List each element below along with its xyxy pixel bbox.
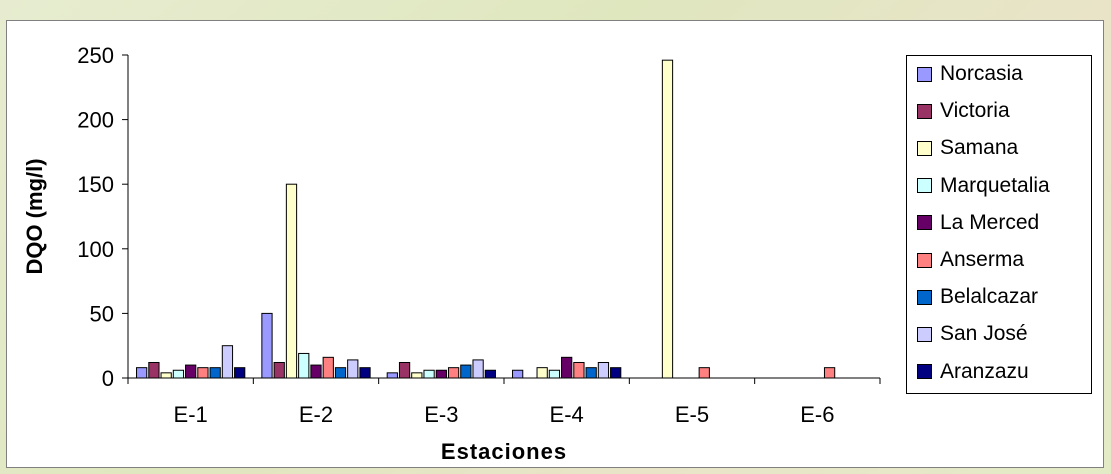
x-axis-title: Estaciones	[441, 439, 567, 464]
bar	[698, 367, 710, 379]
bar	[197, 367, 209, 379]
legend-label: Belalcazar	[940, 285, 1039, 309]
bar	[411, 372, 423, 379]
bar	[573, 361, 585, 379]
bar	[347, 359, 359, 379]
legend-label: Samana	[940, 136, 1019, 160]
bar	[460, 364, 472, 379]
bar	[823, 367, 836, 379]
legend-swatch	[917, 66, 932, 82]
legend-label: Aranzazu	[940, 359, 1029, 383]
legend-label: Anserma	[940, 248, 1025, 271]
bar	[423, 369, 435, 379]
bar	[234, 367, 246, 379]
bar	[398, 361, 411, 379]
bar	[148, 361, 160, 379]
bar	[610, 367, 622, 379]
legend-item: La Merced	[917, 209, 1039, 237]
bar	[185, 364, 197, 379]
legend-label: Norcasia	[940, 62, 1023, 85]
bar	[160, 372, 172, 379]
y-tick-label: 250	[77, 43, 114, 68]
axes	[122, 54, 881, 384]
legend-item: San José	[917, 320, 1028, 348]
bar	[310, 364, 322, 379]
x-tick-label: E-2	[299, 402, 333, 427]
bar	[661, 59, 674, 379]
legend-swatch	[917, 140, 932, 156]
bar	[285, 183, 298, 379]
bar	[209, 367, 221, 379]
legend-swatch	[917, 103, 932, 119]
x-tick-label: E-6	[800, 402, 834, 427]
y-tick-label: 200	[77, 108, 114, 133]
legend-item: Victoria	[917, 97, 1010, 125]
bar	[273, 361, 285, 379]
y-axis-title: DQO (mg/l)	[22, 158, 47, 274]
legend: Norcasia Victoria Samana Marquetalia La Merc…	[906, 55, 1092, 394]
legend-swatch	[917, 289, 932, 305]
legend-swatch	[917, 326, 932, 342]
bar	[386, 372, 398, 379]
x-tick-label: E-3	[424, 402, 458, 427]
bars	[136, 59, 836, 379]
legend-label: La Merced	[940, 210, 1040, 234]
bar	[221, 345, 234, 379]
legend-item: Marquetalia	[917, 172, 1050, 200]
bar	[472, 359, 484, 379]
bar	[359, 367, 371, 379]
x-tick-label: E-1	[174, 402, 208, 427]
legend-item: Aranzazu	[917, 358, 1029, 386]
bar	[597, 361, 610, 379]
bar	[484, 369, 496, 379]
legend-item: Samana	[917, 134, 1018, 162]
bar	[548, 369, 561, 379]
bar	[172, 369, 185, 379]
bar	[512, 369, 524, 379]
bar	[585, 367, 597, 379]
legend-label: San José	[940, 322, 1028, 346]
bar	[261, 312, 273, 379]
y-tick-label: 100	[77, 237, 114, 262]
bar	[447, 367, 460, 379]
bar	[435, 369, 447, 379]
y-tick-label: 150	[77, 172, 114, 197]
legend-item: Anserma	[917, 246, 1024, 274]
y-tick-label: 50	[90, 301, 114, 326]
bar	[536, 367, 548, 379]
y-tick-label: 0	[102, 366, 114, 391]
bar	[561, 356, 573, 379]
legend-swatch	[917, 178, 932, 194]
bar	[136, 367, 148, 379]
legend-label: Victoria	[940, 99, 1010, 123]
labels: 0 50 100 150 200 250 E-1 E-2 E-3 E-4 E-5 E-6 Estacio…	[22, 43, 834, 464]
bar	[322, 356, 334, 379]
bar	[334, 367, 347, 379]
legend-swatch	[917, 215, 932, 231]
legend-item: Belalcazar	[917, 283, 1038, 311]
x-tick-label: E-4	[550, 402, 584, 427]
legend-item: Norcasia	[917, 60, 1023, 88]
legend-label: Marquetalia	[940, 173, 1050, 197]
x-tick-label: E-5	[675, 402, 709, 427]
legend-swatch	[917, 252, 932, 268]
bar	[298, 352, 310, 379]
legend-swatch	[917, 364, 932, 380]
